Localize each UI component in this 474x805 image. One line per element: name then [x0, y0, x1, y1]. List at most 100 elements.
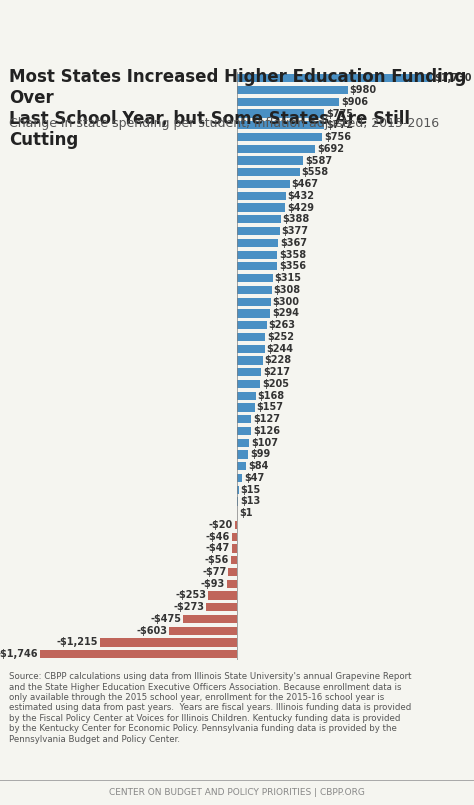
- Text: $157: $157: [256, 402, 283, 412]
- Text: $775: $775: [326, 109, 353, 118]
- Text: $127: $127: [253, 414, 280, 424]
- Text: $228: $228: [264, 355, 292, 365]
- Text: $432: $432: [287, 191, 314, 201]
- Bar: [237, 368, 262, 376]
- Bar: [237, 227, 280, 235]
- Bar: [237, 380, 260, 388]
- Text: $308: $308: [273, 285, 301, 295]
- Bar: [235, 521, 237, 529]
- Bar: [231, 556, 237, 564]
- Text: -$273: -$273: [173, 602, 204, 613]
- Text: $205: $205: [262, 379, 289, 389]
- Text: $84: $84: [248, 461, 269, 471]
- Bar: [237, 204, 285, 212]
- Text: -$56: -$56: [205, 555, 229, 565]
- Text: $99: $99: [250, 449, 270, 460]
- Text: -$47: -$47: [206, 543, 230, 554]
- Bar: [237, 274, 273, 283]
- Bar: [237, 462, 246, 470]
- Bar: [237, 262, 277, 270]
- Text: Source: CBPP calculations using data from Illinois State University's annual Gra: Source: CBPP calculations using data fro…: [9, 672, 412, 744]
- Bar: [237, 74, 432, 82]
- Bar: [232, 544, 237, 552]
- Bar: [100, 638, 237, 646]
- Bar: [237, 450, 248, 459]
- Bar: [237, 403, 255, 411]
- Text: $1: $1: [239, 508, 252, 518]
- Bar: [227, 580, 237, 588]
- Text: -$253: -$253: [176, 590, 207, 601]
- Bar: [237, 145, 315, 153]
- Bar: [237, 439, 249, 447]
- Text: $692: $692: [317, 144, 344, 154]
- Bar: [206, 603, 237, 611]
- Text: $252: $252: [267, 332, 294, 342]
- Bar: [237, 122, 324, 130]
- Text: $315: $315: [274, 273, 301, 283]
- Bar: [237, 133, 322, 141]
- Text: $906: $906: [341, 97, 368, 107]
- Text: $980: $980: [349, 85, 376, 95]
- Text: $126: $126: [253, 426, 280, 436]
- Text: $467: $467: [292, 179, 319, 189]
- Text: $587: $587: [305, 155, 332, 166]
- Text: -$603: -$603: [136, 625, 167, 636]
- Text: -$46: -$46: [206, 531, 230, 542]
- Bar: [237, 97, 339, 106]
- Text: -$1,215: -$1,215: [57, 638, 98, 647]
- Bar: [237, 192, 286, 200]
- Bar: [237, 109, 325, 118]
- Text: CENTER ON BUDGET AND POLICY PRIORITIES | CBPP.ORG: CENTER ON BUDGET AND POLICY PRIORITIES |…: [109, 788, 365, 797]
- Text: -$475: -$475: [151, 614, 182, 624]
- Bar: [169, 626, 237, 635]
- Bar: [237, 309, 270, 317]
- Bar: [237, 415, 251, 423]
- Text: $13: $13: [240, 497, 260, 506]
- Text: -$93: -$93: [201, 579, 225, 588]
- Text: $15: $15: [240, 485, 261, 495]
- Text: $244: $244: [266, 344, 293, 353]
- Bar: [237, 485, 239, 493]
- Bar: [237, 497, 238, 506]
- Text: $756: $756: [324, 132, 351, 142]
- Bar: [209, 592, 237, 600]
- Bar: [40, 650, 237, 658]
- Bar: [237, 168, 300, 176]
- Text: $47: $47: [244, 473, 264, 483]
- Text: $294: $294: [272, 308, 299, 319]
- Bar: [237, 215, 281, 224]
- Bar: [237, 332, 265, 341]
- Bar: [183, 615, 237, 623]
- Text: -$20: -$20: [209, 520, 233, 530]
- Text: -$1,746: -$1,746: [0, 649, 38, 659]
- Text: $263: $263: [268, 320, 295, 330]
- Text: Most States Increased Higher Education Funding Over
Last School Year, but Some S: Most States Increased Higher Education F…: [9, 68, 467, 149]
- Text: -$77: -$77: [202, 567, 227, 577]
- Text: $168: $168: [258, 390, 285, 401]
- Text: $388: $388: [283, 214, 310, 225]
- Bar: [237, 474, 242, 482]
- Bar: [237, 239, 278, 247]
- Text: $356: $356: [279, 262, 306, 271]
- Bar: [232, 533, 237, 541]
- Bar: [237, 357, 263, 365]
- Bar: [237, 345, 264, 353]
- Text: $772: $772: [326, 120, 353, 130]
- Text: $367: $367: [280, 237, 307, 248]
- Text: $358: $358: [279, 250, 306, 260]
- Text: $558: $558: [301, 167, 329, 177]
- Text: $107: $107: [251, 438, 278, 448]
- Bar: [237, 321, 267, 329]
- Text: $217: $217: [263, 367, 290, 378]
- Bar: [228, 568, 237, 576]
- Bar: [237, 156, 303, 165]
- Text: $1,730: $1,730: [434, 73, 472, 84]
- Bar: [237, 286, 272, 294]
- Bar: [237, 391, 256, 400]
- Bar: [237, 298, 271, 306]
- Text: $429: $429: [287, 203, 314, 213]
- Bar: [237, 180, 290, 188]
- Text: $300: $300: [273, 296, 300, 307]
- Text: $377: $377: [281, 226, 308, 236]
- Bar: [237, 86, 347, 94]
